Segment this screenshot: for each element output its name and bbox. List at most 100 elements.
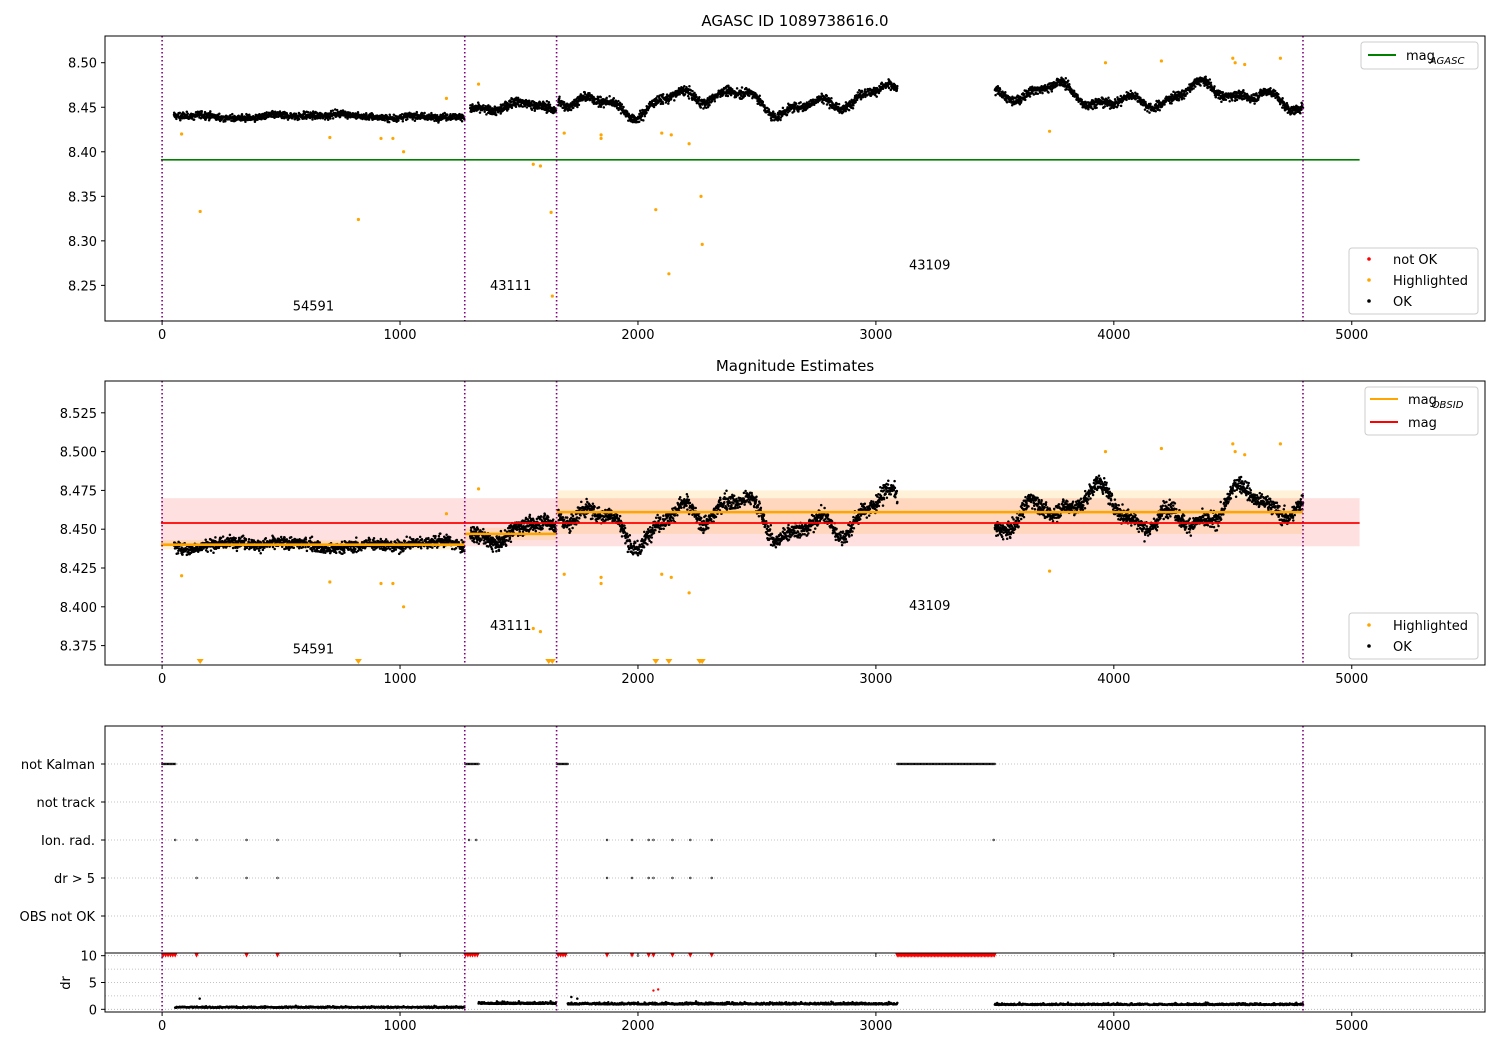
ok-point <box>1134 97 1138 100</box>
ok-point <box>773 112 776 115</box>
ok-point <box>1036 92 1040 95</box>
y-tick-label: 8.45 <box>68 101 97 116</box>
ok-point <box>488 108 491 112</box>
ok-point <box>326 118 330 121</box>
ok-point <box>761 100 765 104</box>
magnitude-estimates-title: Magnitude Estimates <box>716 357 874 375</box>
ok-point <box>494 113 498 117</box>
ok-point <box>413 119 417 123</box>
agasc-points <box>172 56 1305 298</box>
ok-point <box>176 551 180 555</box>
ok-point <box>1064 77 1068 80</box>
ok-point <box>691 89 694 93</box>
ok-point <box>271 545 275 549</box>
ok-point <box>588 92 591 95</box>
ok-point <box>569 108 573 112</box>
ok-point <box>598 101 602 104</box>
ok-point <box>825 94 829 98</box>
highlighted-point <box>550 294 554 298</box>
ok-point <box>476 101 480 104</box>
ok-point <box>1184 94 1187 98</box>
ok-point <box>1047 91 1050 94</box>
ok-point <box>219 536 223 540</box>
magnitude-estimates-panel: Magnitude Estimates 0 1000 2000 3000 4000 500… <box>60 357 1486 687</box>
ok-point <box>572 106 575 110</box>
ok-point <box>1068 82 1071 86</box>
ok-point <box>822 102 825 105</box>
ok-point <box>655 97 658 101</box>
ok-point <box>264 116 268 120</box>
highlighted-point <box>700 242 704 247</box>
ok-point <box>175 117 178 121</box>
ok-point <box>1139 96 1142 99</box>
ok-point <box>577 103 581 107</box>
ok-point <box>678 93 681 96</box>
ok-point <box>344 110 347 114</box>
ok-point <box>726 94 730 98</box>
ok-point <box>621 107 624 111</box>
ok-point <box>844 109 847 113</box>
highlighted-point <box>379 136 383 141</box>
ok-point <box>605 96 608 100</box>
ok-point <box>596 101 599 104</box>
ok-point <box>1221 90 1225 94</box>
ok-point <box>283 536 286 539</box>
ok-point <box>1253 102 1256 105</box>
highlighted-point <box>599 136 603 141</box>
ok-point <box>583 92 587 96</box>
ok-point <box>1208 78 1212 81</box>
ok-point <box>896 84 899 88</box>
ok-point <box>863 88 867 91</box>
ok-point <box>548 103 552 107</box>
ok-point <box>209 549 213 552</box>
ok-point <box>667 102 670 105</box>
ok-point <box>406 117 409 121</box>
ok-point <box>1194 85 1197 88</box>
legend-label: OK <box>1393 295 1412 310</box>
ok-point <box>770 118 774 122</box>
ok-point <box>527 99 531 102</box>
x-tick-label: 3000 <box>859 328 892 343</box>
ok-point <box>310 535 314 538</box>
ok-point <box>186 112 190 116</box>
highlighted-point <box>660 131 664 135</box>
ok-point <box>509 100 513 104</box>
ok-point <box>1066 79 1070 83</box>
ok-point <box>1182 97 1186 100</box>
ok-point <box>771 110 775 113</box>
legend-label: Highlighted <box>1393 274 1468 289</box>
ok-point <box>743 94 747 98</box>
highlighted-point <box>687 142 691 146</box>
highlighted-point <box>402 150 406 154</box>
ok-point <box>1213 85 1216 88</box>
ok-point <box>1041 91 1044 95</box>
ok-point <box>423 111 426 115</box>
ok-point <box>264 536 268 540</box>
ok-point <box>619 112 623 115</box>
ok-point <box>837 102 841 106</box>
ok-point <box>494 111 497 114</box>
ok-point <box>209 110 212 113</box>
ok-point <box>781 106 785 110</box>
ok-point <box>1199 84 1202 87</box>
ok-point <box>351 112 355 115</box>
ok-point <box>1281 106 1284 109</box>
ok-point <box>1185 91 1189 95</box>
legend-label: not OK <box>1393 253 1438 268</box>
ok-point <box>1020 99 1023 103</box>
ok-point <box>1209 81 1213 85</box>
ok-point <box>449 112 452 116</box>
legend-point-swatch <box>1367 257 1371 261</box>
legend-point-swatch <box>1367 299 1371 303</box>
agasc-panel: AGASC ID 1089738616.0 0 1000 2000 3000 4000 5… <box>68 12 1486 343</box>
ok-point <box>228 533 232 537</box>
highlighted-point <box>1159 59 1164 63</box>
ok-point <box>225 115 229 118</box>
ok-point <box>244 537 248 541</box>
ok-point <box>493 105 497 108</box>
ok-point <box>713 100 717 103</box>
ok-point <box>994 93 997 97</box>
ok-point <box>306 111 310 114</box>
ok-point <box>460 119 464 123</box>
